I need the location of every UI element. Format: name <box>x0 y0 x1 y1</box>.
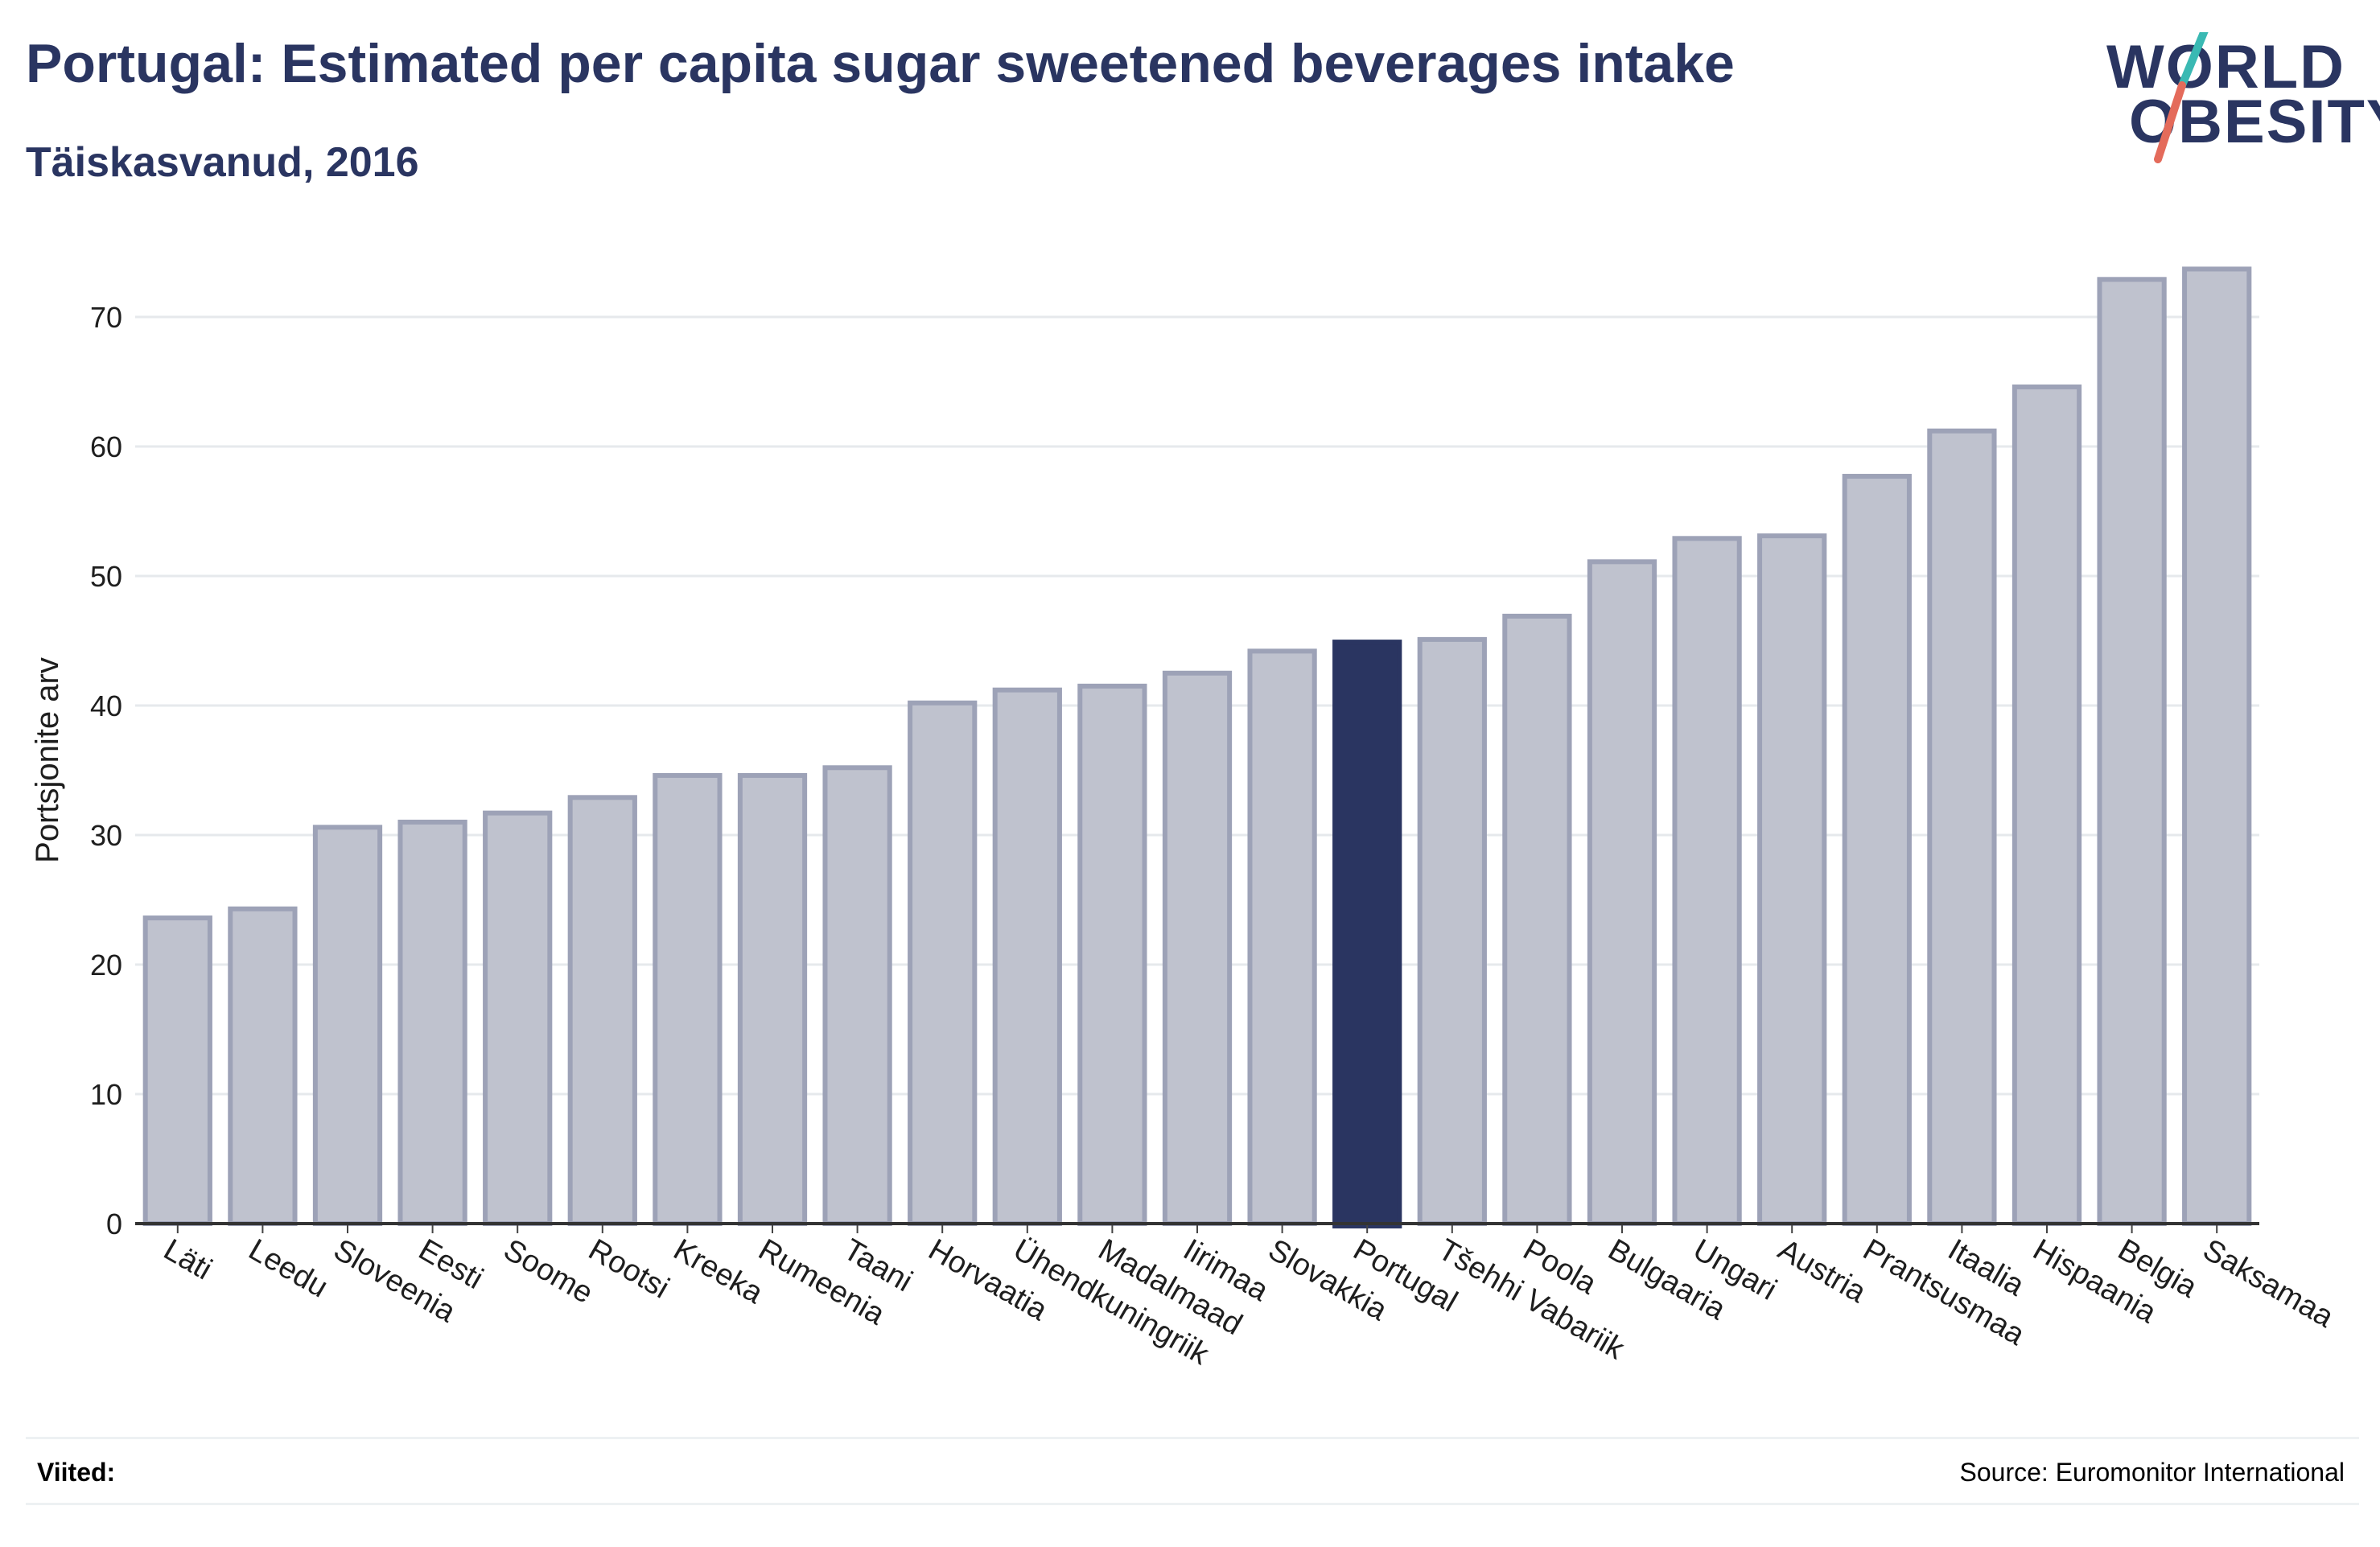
logo-word-world: WORLD <box>2106 33 2346 101</box>
bar <box>1757 533 1827 1226</box>
x-tick-label: Läti <box>158 1232 217 1286</box>
bar <box>1077 683 1147 1226</box>
bars <box>142 266 2252 1228</box>
bar <box>312 825 383 1226</box>
bar <box>2182 266 2252 1226</box>
y-tick-label: 50 <box>90 560 122 593</box>
bar <box>2011 384 2082 1227</box>
y-tick-label: 30 <box>90 819 122 852</box>
bar <box>1927 428 1997 1226</box>
y-tick-label: 0 <box>106 1208 122 1240</box>
bar <box>1672 536 1742 1226</box>
x-tick-label: Kreeka <box>668 1232 769 1310</box>
footer-divider-top <box>26 1437 2359 1439</box>
x-tick-label: Saksamaa <box>2197 1232 2340 1335</box>
bar <box>1417 636 1487 1226</box>
chart-subtitle: Täiskasvanud, 2016 <box>26 139 419 186</box>
x-tick-label: Rootsi <box>583 1232 674 1305</box>
bar <box>1842 474 1912 1226</box>
x-tick-label: Leedu <box>243 1232 334 1304</box>
bar <box>228 906 298 1227</box>
y-tick-label: 10 <box>90 1078 122 1111</box>
bar <box>567 795 637 1226</box>
x-tick-label: Soome <box>498 1232 599 1310</box>
bar <box>1587 559 1657 1226</box>
bar <box>1162 670 1233 1226</box>
bar <box>992 687 1062 1226</box>
chart-title: Portugal: Estimated per capita sugar swe… <box>26 33 1735 94</box>
footer-divider-bottom <box>26 1503 2359 1505</box>
bar <box>653 772 723 1226</box>
world-obesity-logo: WORLD OBESITY <box>2092 32 2380 177</box>
references-label: Viited: <box>37 1458 116 1487</box>
y-tick-label: 40 <box>90 689 122 722</box>
y-tick-label: 70 <box>90 301 122 334</box>
bar <box>142 915 212 1227</box>
bar <box>397 819 467 1227</box>
bar <box>1247 648 1317 1226</box>
x-tick-label: Austria <box>1773 1232 1872 1310</box>
source-note: Source: Euromonitor International <box>1959 1458 2345 1487</box>
y-axis-label: Portsjonite arv <box>30 657 65 863</box>
bar <box>908 700 978 1226</box>
y-tick-label: 20 <box>90 948 122 981</box>
bar <box>1502 613 1572 1226</box>
logo-slash-icon <box>2154 32 2209 163</box>
bar <box>737 772 808 1226</box>
bar <box>2097 277 2167 1226</box>
bar <box>822 765 892 1226</box>
y-tick-label: 60 <box>90 430 122 463</box>
bar <box>483 810 553 1226</box>
bar-highlighted <box>1332 640 1402 1228</box>
